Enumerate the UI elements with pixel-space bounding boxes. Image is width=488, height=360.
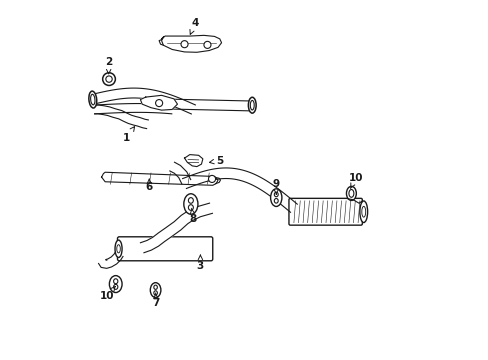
Text: 3: 3 xyxy=(196,255,203,271)
Polygon shape xyxy=(99,252,123,268)
Ellipse shape xyxy=(248,97,256,113)
Ellipse shape xyxy=(346,186,356,201)
Ellipse shape xyxy=(150,283,161,297)
Polygon shape xyxy=(140,95,177,110)
Ellipse shape xyxy=(89,91,97,108)
Circle shape xyxy=(208,175,215,183)
Text: 10: 10 xyxy=(100,287,115,301)
Ellipse shape xyxy=(115,240,122,257)
Polygon shape xyxy=(172,99,249,111)
Polygon shape xyxy=(169,162,190,184)
Text: 2: 2 xyxy=(105,57,112,74)
Ellipse shape xyxy=(109,276,122,293)
Polygon shape xyxy=(94,104,172,114)
Text: 1: 1 xyxy=(122,127,134,143)
Text: 7: 7 xyxy=(152,293,160,309)
Ellipse shape xyxy=(183,194,198,214)
Circle shape xyxy=(203,41,210,48)
Polygon shape xyxy=(161,35,221,52)
Polygon shape xyxy=(184,154,203,167)
Polygon shape xyxy=(93,88,195,114)
Circle shape xyxy=(102,73,115,85)
Text: 4: 4 xyxy=(189,18,199,34)
Polygon shape xyxy=(94,105,148,129)
Text: 10: 10 xyxy=(347,173,362,189)
Text: 9: 9 xyxy=(272,179,279,194)
FancyBboxPatch shape xyxy=(288,198,362,225)
Ellipse shape xyxy=(270,189,281,207)
Circle shape xyxy=(181,41,188,48)
Circle shape xyxy=(155,100,163,107)
Text: 5: 5 xyxy=(209,156,223,166)
Text: 8: 8 xyxy=(189,208,197,224)
Text: 6: 6 xyxy=(145,179,153,192)
Ellipse shape xyxy=(359,201,367,222)
Polygon shape xyxy=(182,168,297,212)
Polygon shape xyxy=(102,172,218,185)
FancyBboxPatch shape xyxy=(117,237,212,261)
Polygon shape xyxy=(140,203,212,253)
